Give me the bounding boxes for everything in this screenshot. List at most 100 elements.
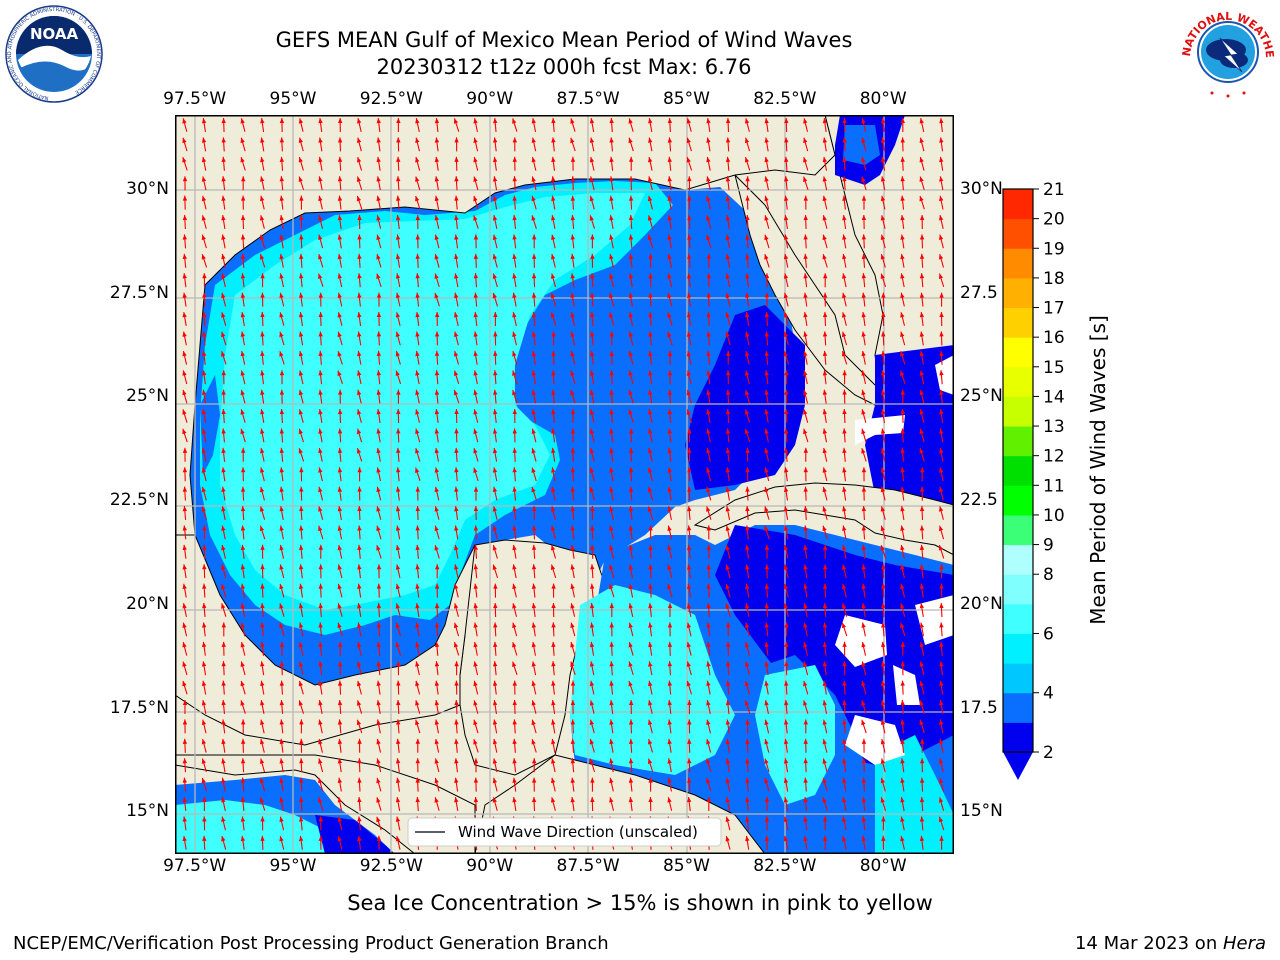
wind-arrow-head [920, 467, 925, 473]
wind-arrow-head [201, 195, 207, 202]
wind-arrow-head [396, 176, 401, 182]
wind-arrow-head [298, 661, 304, 667]
wind-arrow-head [221, 661, 226, 667]
wind-arrow-head [434, 428, 440, 434]
wind-arrow-head [531, 641, 537, 648]
wind-arrow-head [395, 351, 400, 357]
wind-arrow-head [861, 331, 866, 337]
wind-arrow-head [900, 156, 905, 162]
wind-arrow-head [512, 156, 517, 162]
wind-arrow-head [318, 195, 323, 202]
wind-arrow-head [415, 137, 420, 143]
wind-arrow-head [686, 331, 692, 337]
wind-arrow-head [298, 680, 303, 687]
wind-arrow-head [667, 622, 673, 628]
lat-tick-label: 20°N [960, 593, 1003, 614]
wind-arrow-head [841, 351, 847, 357]
wind-arrow-head [570, 447, 576, 453]
wind-arrow-head [493, 389, 498, 395]
wind-arrow-head [822, 797, 827, 803]
wind-arrow-head [686, 583, 692, 590]
wind-arrow-head [550, 545, 556, 551]
wind-arrow-head [551, 350, 556, 356]
wind-arrow-head [900, 641, 906, 647]
wind-arrow-head [861, 680, 866, 687]
wind-arrow-head [589, 370, 595, 376]
wind-arrow-head [609, 156, 614, 163]
wind-arrow-head [357, 118, 362, 124]
wind-arrow-head [919, 816, 925, 822]
wind-arrow-head [337, 176, 343, 182]
wind-arrow-head [395, 525, 401, 531]
colorbar-tick-label: 17 [1043, 299, 1065, 319]
wind-arrow-head [395, 583, 401, 590]
wind-arrow-head [395, 370, 400, 376]
wind-arrow-head [221, 564, 226, 570]
wind-arrow-head [512, 428, 517, 434]
wind-arrow-head [822, 118, 828, 124]
wind-arrow-head [725, 215, 731, 221]
wind-arrow-head [453, 351, 459, 357]
wind-arrow-head [609, 758, 614, 764]
wind-arrow-head [434, 234, 439, 240]
wind-arrow-head [880, 719, 886, 725]
wind-arrow-head [841, 583, 847, 590]
wind-arrow-head [337, 506, 343, 512]
wind-arrow-head [415, 661, 420, 667]
wind-arrow-head [861, 622, 866, 628]
wind-arrow-head [803, 758, 808, 764]
wind-arrow-head [919, 409, 924, 415]
wind-arrow-head [822, 370, 828, 376]
wind-arrow-head [318, 700, 323, 706]
wind-arrow-head [551, 719, 556, 725]
wind-arrow-head [454, 137, 459, 143]
wind-arrow-head [551, 622, 556, 628]
wind-arrow-head [900, 816, 905, 822]
wind-arrow-head [939, 389, 944, 395]
wind-arrow-head [318, 215, 323, 221]
wind-arrow-head [492, 564, 497, 570]
wind-arrow-head [589, 215, 594, 221]
wind-arrow-head [492, 467, 498, 473]
wind-arrow-head [357, 835, 362, 842]
wind-arrow-head [570, 797, 575, 803]
wind-arrow-head [512, 370, 517, 376]
wind-arrow-head [434, 118, 440, 124]
wind-arrow-head [919, 797, 925, 803]
wind-arrow-head [512, 506, 517, 512]
wind-arrow-head [318, 622, 323, 628]
wind-arrow-head [260, 544, 265, 550]
wind-arrow-head [434, 603, 440, 609]
wind-arrow-head [201, 777, 206, 784]
wind-arrow-head [182, 835, 187, 842]
wind-arrow-head [861, 428, 866, 435]
wind-arrow-head [590, 273, 595, 279]
colorbar-tick-label: 12 [1043, 447, 1065, 467]
wind-arrow-head [415, 738, 421, 744]
wind-arrow-head [201, 254, 206, 260]
wind-arrow-head [900, 137, 905, 143]
wind-arrow-head [881, 603, 886, 609]
wind-arrow-head [240, 137, 245, 144]
wind-arrow-head [609, 738, 614, 745]
wind-arrow-head [609, 409, 614, 415]
wind-arrow-head [784, 176, 789, 182]
wind-arrow-head [279, 215, 284, 221]
lat-tick-label: 27.5 [960, 282, 998, 303]
wind-arrow-head [667, 486, 672, 493]
wind-arrow-head [298, 292, 304, 298]
wind-arrow-head [764, 312, 770, 318]
wind-arrow-head [648, 273, 653, 279]
wind-arrow-head [919, 680, 924, 687]
wind-arrow-head [764, 719, 769, 725]
wind-arrow-head [764, 118, 769, 124]
wind-arrow-head [415, 253, 420, 259]
wind-arrow-head [803, 137, 808, 144]
wind-arrow-head [900, 370, 905, 376]
wind-arrow-head [919, 835, 925, 842]
wind-arrow-head [628, 253, 634, 260]
wind-arrow-head [260, 603, 265, 609]
wind-arrow-head [240, 758, 246, 764]
lat-tick-label: 22.5°N [109, 490, 169, 511]
wind-arrow-head [551, 234, 556, 240]
